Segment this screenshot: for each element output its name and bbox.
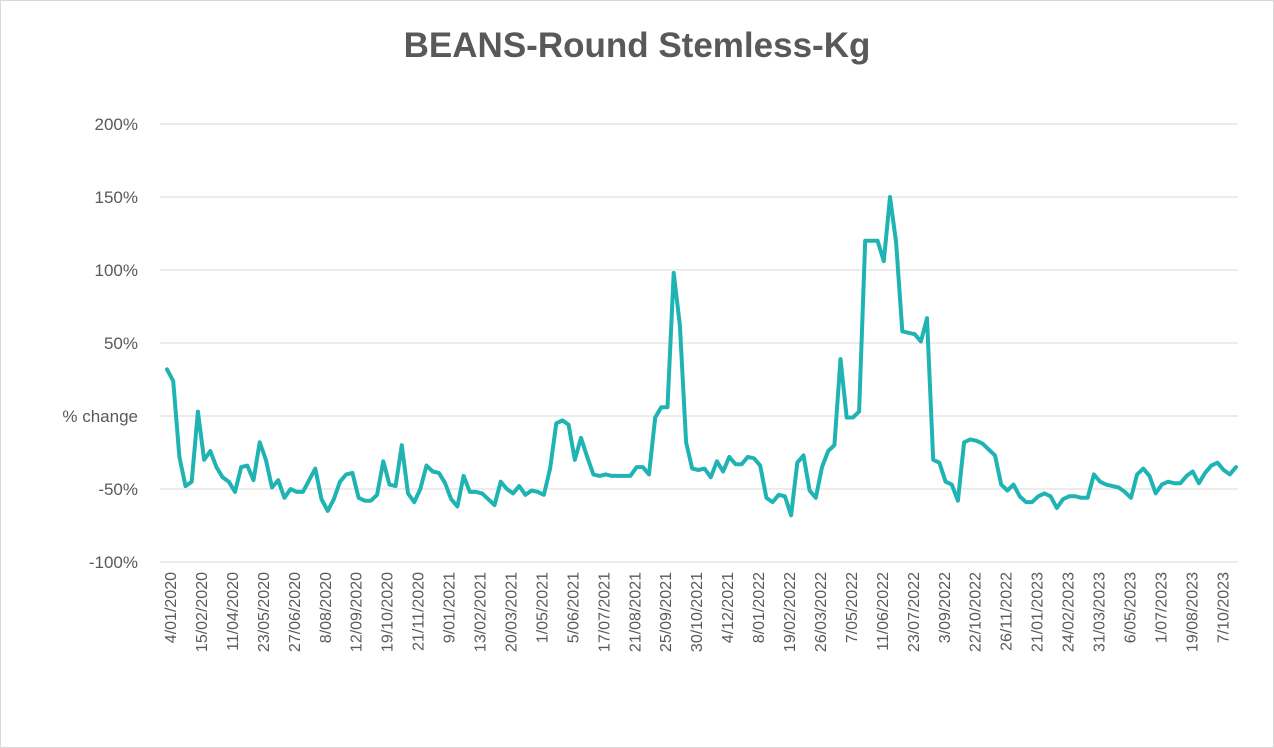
y-axis-ticks: -100% -50% % change 50% 100% 150% 200% <box>62 115 138 572</box>
x-tick-label: 25/09/2021 <box>658 572 675 652</box>
x-tick-label: 1/05/2021 <box>534 572 551 643</box>
x-tick-label: 30/10/2021 <box>689 572 706 652</box>
x-tick-label: 13/02/2021 <box>473 572 490 652</box>
x-tick-label: 19/02/2022 <box>782 572 799 652</box>
y-tick-label: -50% <box>98 480 138 499</box>
y-tick-label: 50% <box>104 334 138 353</box>
x-tick-label: 27/06/2020 <box>287 572 304 652</box>
x-tick-label: 9/01/2021 <box>442 572 459 643</box>
x-tick-label: 4/01/2020 <box>163 572 180 643</box>
y-tick-label: 150% <box>95 188 138 207</box>
x-tick-label: 21/08/2021 <box>627 572 644 652</box>
x-tick-label: 22/10/2022 <box>968 572 985 652</box>
x-tick-label: 19/10/2020 <box>380 572 397 652</box>
x-tick-label: 8/01/2022 <box>751 572 768 643</box>
x-tick-label: 7/05/2022 <box>844 572 861 643</box>
y-axis-label: % change <box>62 407 138 426</box>
x-tick-label: 21/11/2020 <box>411 572 428 651</box>
x-tick-label: 23/05/2020 <box>256 572 273 652</box>
x-tick-label: 3/09/2022 <box>937 572 954 643</box>
x-tick-label: 4/12/2021 <box>720 572 737 643</box>
x-tick-label: 11/06/2022 <box>875 572 892 651</box>
x-tick-label: 6/05/2023 <box>1122 572 1139 643</box>
gridlines <box>160 123 1238 563</box>
x-tick-label: 31/03/2023 <box>1092 572 1109 652</box>
x-tick-label: 20/03/2021 <box>503 572 520 652</box>
x-tick-label: 21/01/2023 <box>1030 572 1047 652</box>
chart-title: BEANS-Round Stemless-Kg <box>403 26 871 65</box>
x-tick-label: 17/07/2021 <box>596 572 613 652</box>
x-tick-label: 26/03/2022 <box>813 572 830 652</box>
x-tick-label: 23/07/2022 <box>906 572 923 652</box>
y-tick-label: -100% <box>89 553 138 572</box>
x-tick-label: 12/09/2020 <box>349 572 366 652</box>
x-tick-label: 24/02/2023 <box>1061 572 1078 652</box>
y-tick-label: 200% <box>95 115 138 134</box>
x-tick-label: 8/08/2020 <box>318 572 335 643</box>
series-line <box>165 195 1238 518</box>
y-tick-label: 100% <box>95 261 138 280</box>
x-tick-label: 5/06/2021 <box>565 572 582 643</box>
series-layer <box>165 195 1238 518</box>
x-axis-ticks: 4/01/2020 15/02/2020 11/04/2020 23/05/2020 2… <box>163 572 1232 652</box>
x-tick-label: 15/02/2020 <box>194 572 211 652</box>
x-tick-label: 7/10/2023 <box>1215 572 1232 643</box>
x-tick-label: 1/07/2023 <box>1153 572 1170 643</box>
x-tick-label: 11/04/2020 <box>225 572 242 651</box>
x-tick-label: 19/08/2023 <box>1184 572 1201 652</box>
x-tick-label: 26/11/2022 <box>999 572 1016 651</box>
